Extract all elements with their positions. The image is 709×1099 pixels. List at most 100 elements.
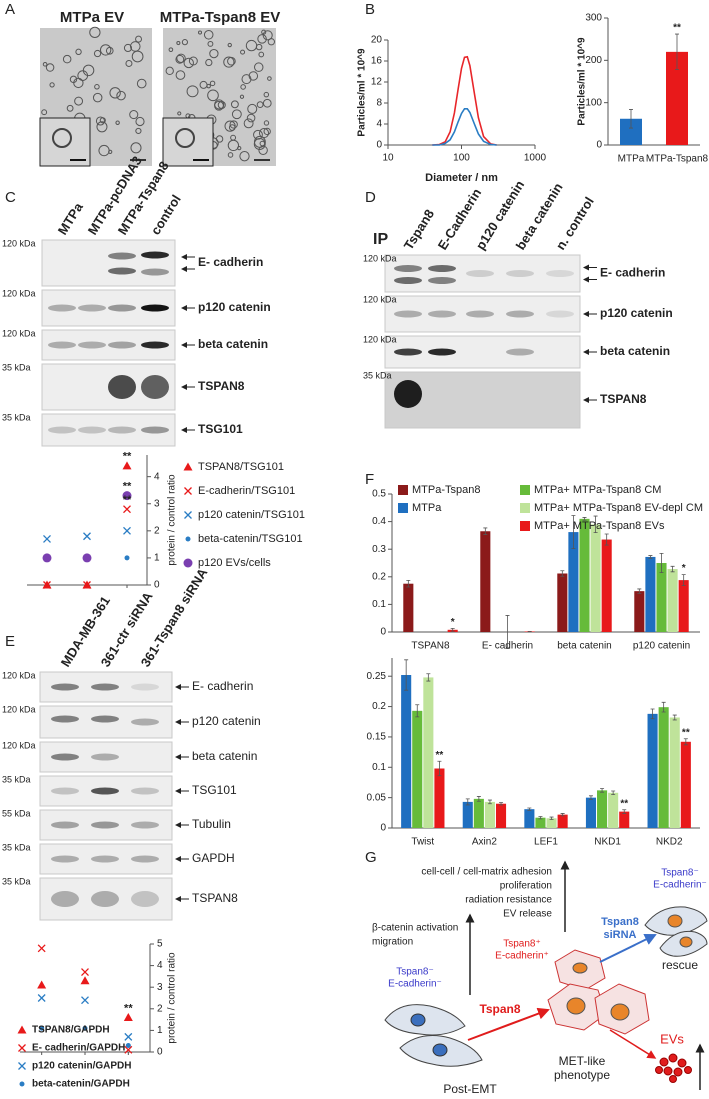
vesicle <box>257 34 267 44</box>
vesicle <box>243 118 254 129</box>
band <box>51 821 79 829</box>
error-bar <box>483 527 488 535</box>
diagram-text: E-cadherin⁺ <box>495 951 549 962</box>
error-bar <box>571 515 576 550</box>
bar <box>480 531 491 632</box>
inset <box>162 117 214 167</box>
error-bar <box>670 565 675 573</box>
nucleus <box>572 962 588 974</box>
bar <box>608 792 619 828</box>
protein-label: beta catenin <box>600 344 670 358</box>
bar <box>666 51 688 145</box>
vesicle <box>168 47 174 52</box>
bar <box>634 591 645 632</box>
vesicle <box>227 42 232 48</box>
panel-letter: A <box>5 1 15 18</box>
marker <box>125 1043 131 1049</box>
vesicle <box>224 120 236 132</box>
band <box>51 855 79 863</box>
annotation: ** <box>682 727 690 738</box>
arrow <box>609 1029 657 1059</box>
diagram-text: E-cadherin⁻ <box>388 979 442 990</box>
kda-label: 35 kDa <box>2 842 31 852</box>
y-tick-label: 2 <box>154 525 160 536</box>
y-tick-label: 0.2 <box>372 701 386 712</box>
vesicle <box>263 120 270 126</box>
legend-label: MTPa+ MTPa-Tspan8 EVs <box>534 520 665 532</box>
bar <box>495 803 507 828</box>
x-tick-label: 100 <box>453 153 470 164</box>
marker <box>83 532 91 541</box>
bar <box>546 818 557 828</box>
marker <box>83 581 91 589</box>
error-bar <box>648 555 653 559</box>
diagram-text: siRNA <box>603 929 636 941</box>
marker <box>80 976 90 985</box>
diagram-text: phenotype <box>554 1068 610 1082</box>
image-title: MTPa EV <box>60 9 124 26</box>
bar <box>680 741 691 828</box>
marker <box>124 555 130 561</box>
y-tick-label: 1 <box>154 553 160 564</box>
band <box>131 787 159 795</box>
kda-label: 35 kDa <box>2 412 31 422</box>
vesicle <box>239 151 250 162</box>
band <box>91 683 119 691</box>
y-tick-label: 200 <box>585 55 602 66</box>
y-tick-label: 0.05 <box>367 792 387 803</box>
kda-label: 120 kDa <box>2 238 36 248</box>
panel-letter: D <box>365 189 376 206</box>
band <box>394 265 422 272</box>
bar <box>597 790 608 828</box>
y-tick-label: 4 <box>376 119 382 130</box>
error-bar <box>650 708 655 720</box>
vesicle <box>94 84 100 90</box>
nucleus <box>410 1013 426 1027</box>
bar <box>535 817 546 828</box>
vesicle <box>116 90 126 101</box>
band <box>48 304 76 312</box>
y-tick-label: 12 <box>371 77 383 88</box>
y-tick-label: 0 <box>376 140 382 151</box>
diagram-text: Post-EMT <box>443 1082 497 1096</box>
bar <box>401 675 412 828</box>
legend-label: p120 EVs/cells <box>198 557 271 569</box>
annotation: ** <box>123 451 132 463</box>
vesicle <box>267 38 276 46</box>
vesicle <box>253 129 263 140</box>
error-bar <box>604 533 609 546</box>
error-bar <box>560 813 565 817</box>
band <box>91 715 119 723</box>
vesicle <box>45 63 55 72</box>
legend-swatch <box>520 503 530 513</box>
diagram-text: proliferation <box>500 881 552 892</box>
marker <box>124 1032 133 1041</box>
vesicle <box>263 127 271 136</box>
error-bar <box>499 802 504 806</box>
kda-label: 120 kDa <box>363 294 397 304</box>
marker <box>183 558 193 568</box>
y-tick-label: 0.1 <box>372 599 386 610</box>
vesicle <box>263 91 270 98</box>
marker <box>124 1045 133 1054</box>
vesicle <box>215 135 224 143</box>
diagram-text: Tspan8⁻ <box>396 967 434 978</box>
vesicle <box>176 40 181 46</box>
nucleus <box>679 936 693 948</box>
blot-strip <box>384 254 581 293</box>
legend-swatch <box>398 485 408 495</box>
band <box>394 310 422 318</box>
bar <box>669 717 680 828</box>
marker <box>82 553 92 563</box>
band <box>131 683 159 691</box>
bar <box>585 797 597 828</box>
y-tick-label: 0 <box>596 140 602 151</box>
band <box>466 310 494 318</box>
legend-label: p120 catenin/GAPDH <box>32 1061 131 1072</box>
vesicle <box>66 104 74 112</box>
band <box>131 891 159 907</box>
vesicle <box>75 48 82 56</box>
marker <box>81 968 89 977</box>
x-tick-label: p120 catenin <box>633 641 690 652</box>
